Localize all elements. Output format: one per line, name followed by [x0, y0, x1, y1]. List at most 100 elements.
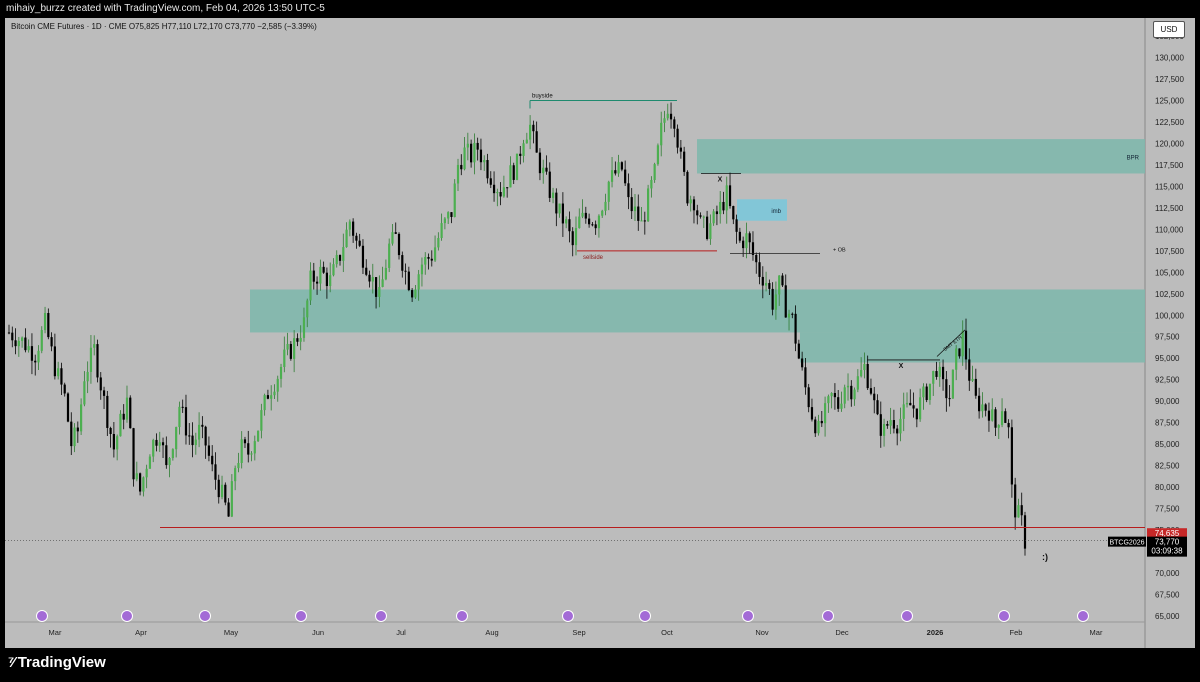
candle-body — [860, 370, 863, 377]
candle-body — [319, 266, 322, 284]
candle-body — [964, 330, 968, 360]
event-marker-icon — [295, 610, 307, 622]
candle-body — [601, 210, 604, 216]
candle-body — [122, 413, 125, 420]
candle-body — [453, 183, 456, 217]
candle-body — [827, 396, 830, 404]
candle-body — [755, 254, 758, 263]
candle-body — [443, 218, 446, 224]
candle-body — [994, 409, 997, 428]
candle-body — [129, 397, 132, 429]
candle-body — [204, 426, 207, 446]
candle-body — [597, 215, 601, 229]
candle-body — [365, 267, 368, 275]
candle-body — [220, 484, 224, 498]
candle-body — [768, 283, 771, 289]
candle-body — [807, 387, 810, 408]
candle-body — [945, 379, 948, 399]
candle-body — [607, 181, 610, 202]
candle-body — [63, 384, 66, 394]
candle-body — [197, 424, 201, 440]
candle-body — [99, 377, 102, 391]
candle-body — [581, 212, 584, 217]
attribution-bar: mihaiy_burzz created with TradingView.co… — [0, 0, 1200, 18]
candle-body — [742, 240, 745, 249]
time-tick-label: Feb — [1010, 628, 1023, 637]
candle-body — [479, 149, 483, 163]
candle-body — [332, 264, 335, 276]
candle-body — [715, 211, 719, 215]
candle-body — [987, 410, 991, 421]
candle-body — [181, 406, 184, 408]
candle-body — [879, 414, 882, 436]
candle-body — [561, 203, 564, 224]
currency-button[interactable]: USD — [1153, 21, 1185, 38]
candle-body — [456, 164, 460, 184]
ticker-badge-text: BTCG2026 — [1109, 540, 1144, 547]
candle-body — [368, 274, 371, 282]
candle-body — [823, 403, 827, 424]
event-marker-icon — [562, 610, 574, 622]
candle-body — [745, 233, 748, 249]
candle-body — [830, 393, 833, 397]
candle-body — [673, 119, 676, 129]
price-tick-label: 120,000 — [1155, 139, 1184, 148]
candle-body — [466, 143, 469, 148]
candle-body — [833, 393, 837, 398]
candle-body — [846, 385, 850, 388]
candle-body — [624, 169, 627, 184]
candle-body — [558, 203, 561, 214]
event-marker-icon — [456, 610, 468, 622]
candle-body — [817, 420, 820, 434]
candle-body — [132, 428, 135, 480]
candle-body — [866, 363, 869, 389]
price-tick-label: 102,500 — [1155, 290, 1184, 299]
candle-body — [473, 142, 476, 163]
candle-body — [191, 435, 194, 446]
candle-body — [175, 427, 178, 450]
candle-body — [112, 434, 115, 450]
candle-body — [381, 279, 384, 288]
candle-body — [463, 147, 466, 170]
candle-body — [1020, 505, 1023, 516]
time-tick-label: Aug — [485, 628, 498, 637]
candle-body — [620, 162, 623, 170]
candle-body — [509, 165, 512, 188]
candle-body — [774, 294, 778, 310]
candle-body — [630, 197, 633, 212]
candle-body — [853, 389, 856, 400]
candle-body — [951, 369, 954, 399]
candle-body — [496, 191, 499, 194]
candle-body — [492, 184, 496, 194]
candle-body — [922, 386, 925, 398]
candle-body — [522, 143, 525, 156]
price-tick-label: 117,500 — [1155, 161, 1184, 170]
candle-body — [240, 439, 243, 464]
candle-body — [80, 404, 83, 432]
candle-body — [93, 344, 96, 348]
candle-body — [109, 427, 112, 435]
candle-body — [912, 405, 915, 409]
event-marker-icon — [822, 610, 834, 622]
zone-box — [250, 289, 1145, 333]
candle-body — [433, 247, 437, 261]
price-tick-label: 130,000 — [1155, 53, 1184, 62]
candle-body — [810, 407, 814, 420]
tradingview-logo: ⁷⁄ TradingView — [8, 654, 106, 671]
ob-label: + OB — [833, 247, 846, 253]
candle-body — [794, 313, 797, 344]
candle-body — [551, 192, 555, 198]
symbol-name: Bitcoin CME Futures · 1D · CME — [11, 22, 127, 31]
candle-body — [512, 165, 515, 180]
last-price-badge — [1147, 536, 1187, 557]
candle-body — [283, 349, 286, 367]
candle-body — [856, 376, 859, 390]
candle-body — [610, 170, 614, 182]
candle-body — [761, 276, 764, 286]
candle-body — [948, 398, 951, 400]
candle-body — [604, 201, 607, 211]
price-tick-label: 67,500 — [1155, 591, 1180, 600]
candle-body — [928, 383, 932, 401]
